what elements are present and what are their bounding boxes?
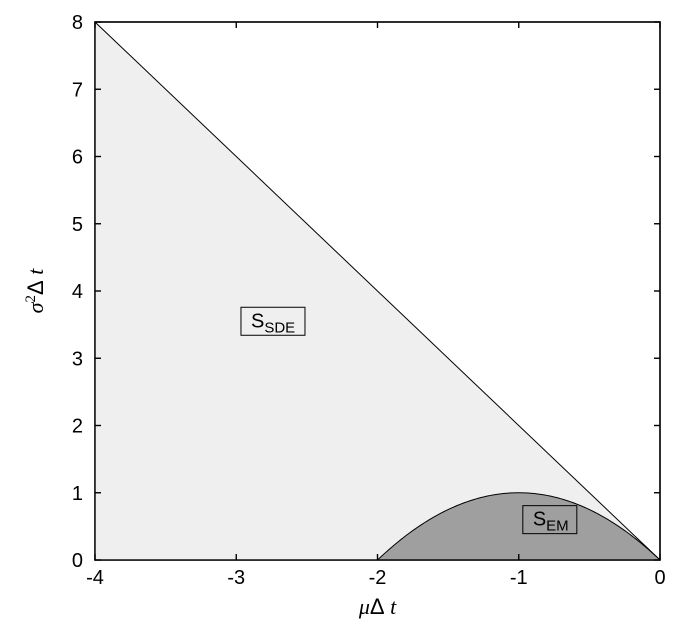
y-tick-label: 4 xyxy=(72,281,83,303)
y-tick-label: 0 xyxy=(72,550,83,572)
y-tick-label: 3 xyxy=(72,348,83,370)
y-tick-label: 5 xyxy=(72,214,83,236)
y-tick-label: 2 xyxy=(72,416,83,438)
y-tick-label: 7 xyxy=(72,79,83,101)
x-tick-label: -4 xyxy=(86,567,104,589)
chart-figure: -4-3-2-10012345678μΔ tσ2Δ tSSDESEM xyxy=(0,0,685,635)
stability-region-chart: -4-3-2-10012345678μΔ tσ2Δ tSSDESEM xyxy=(0,0,685,635)
x-tick-label: -2 xyxy=(369,567,387,589)
x-axis-label: μΔ t xyxy=(358,594,397,619)
y-tick-label: 6 xyxy=(72,147,83,169)
x-tick-label: -1 xyxy=(510,567,528,589)
x-tick-label: -3 xyxy=(227,567,245,589)
y-tick-label: 1 xyxy=(72,483,83,505)
y-axis-label: σ2Δ t xyxy=(23,268,48,314)
x-tick-label: 0 xyxy=(654,567,665,589)
y-tick-label: 8 xyxy=(72,12,83,34)
